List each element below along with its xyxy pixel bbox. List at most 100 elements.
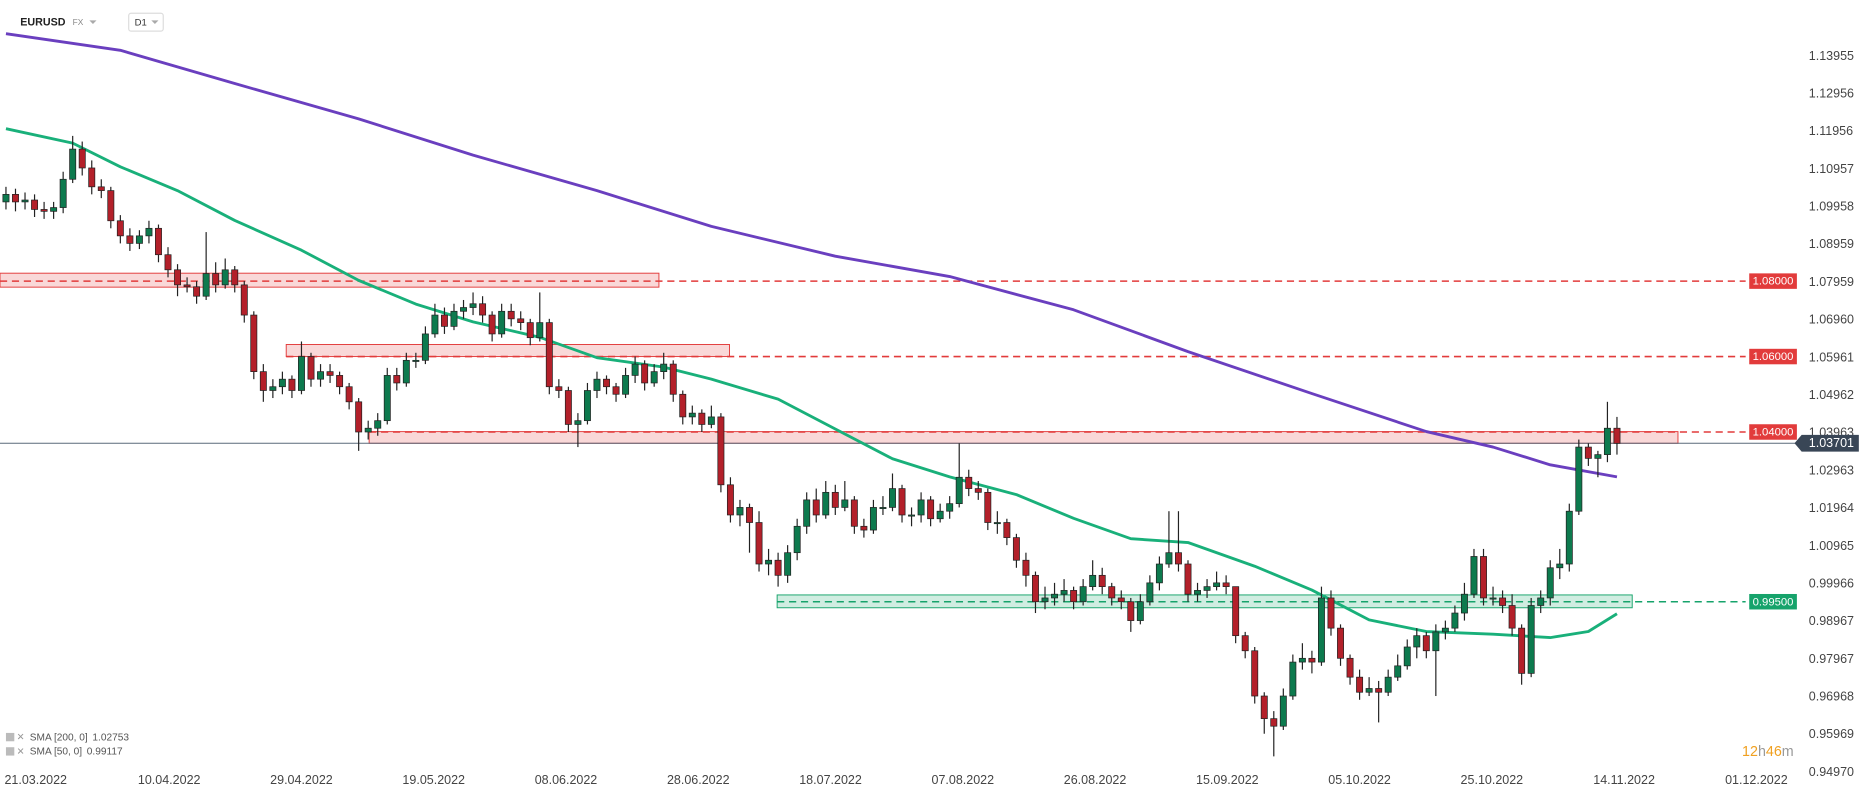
candle-body — [88, 167, 96, 188]
candle-body — [1460, 593, 1468, 614]
candle-body — [593, 378, 601, 391]
candle-body — [1089, 574, 1097, 587]
candle-body — [1537, 597, 1545, 606]
candle-body — [822, 491, 830, 516]
candle-body — [784, 552, 792, 576]
candle-body — [1565, 510, 1573, 565]
candle-body — [555, 386, 563, 391]
axes: 1.13955 1.12956 1.11956 1.10957 1.09958 1.089… — [4, 49, 1859, 787]
candle-body — [393, 375, 401, 384]
candle-body — [221, 269, 229, 286]
candle-body — [1451, 612, 1459, 629]
candle-body — [1003, 522, 1011, 538]
legend-name: SMA [200, 0] — [30, 732, 88, 743]
candle-body — [1146, 582, 1154, 603]
x-tick-label: 14.11.2022 — [1593, 773, 1655, 787]
countdown-part: h — [1758, 744, 1766, 760]
candle-body — [202, 273, 210, 297]
candle-body — [812, 499, 820, 516]
candle-body — [793, 525, 801, 554]
candle-body — [765, 559, 773, 565]
level-label: 0.99500 — [1753, 596, 1794, 608]
candle-body — [1260, 695, 1268, 720]
candle-body — [1203, 586, 1211, 591]
candle-body — [974, 488, 982, 493]
sma-line — [5, 127, 1618, 640]
x-tick-label: 25.10.2022 — [1461, 773, 1524, 787]
candle-body — [965, 476, 973, 489]
candle-body — [1365, 688, 1373, 693]
level-zone — [0, 272, 660, 288]
header: EURUSD FX D1 — [20, 12, 164, 32]
candle-body — [498, 310, 506, 335]
y-tick-label: 0.96968 — [1809, 690, 1854, 704]
candle-body — [1175, 552, 1182, 565]
x-tick-label: 28.06.2022 — [667, 773, 730, 787]
sma-lines — [5, 32, 1618, 640]
countdown: 12h46m — [1742, 744, 1794, 760]
level-label-box — [1749, 593, 1797, 610]
candle-body — [1108, 586, 1116, 599]
candle-body — [1222, 582, 1230, 587]
y-tick-label: 1.08959 — [1809, 237, 1854, 251]
candle-body — [355, 401, 363, 433]
candle-body — [1422, 635, 1430, 652]
candle-body — [1518, 627, 1526, 674]
legend-icon — [5, 732, 15, 742]
candle-body — [746, 507, 753, 523]
market-caret[interactable] — [89, 20, 97, 24]
candle-body — [1165, 552, 1173, 565]
candle-body — [1051, 593, 1058, 599]
candle-body — [240, 284, 248, 316]
market[interactable]: FX — [73, 17, 84, 27]
candle-body — [517, 318, 525, 323]
candle-body — [1213, 582, 1221, 587]
timeframe-box[interactable] — [128, 12, 164, 32]
candle-body — [460, 307, 467, 312]
candle-body — [1375, 688, 1383, 693]
level-label-box — [1749, 424, 1797, 440]
candle-body — [698, 412, 706, 425]
candle-body — [183, 284, 191, 288]
sma-line — [5, 32, 1618, 479]
candle-body — [831, 491, 839, 508]
countdown-part: 46 — [1766, 744, 1782, 760]
candle-body — [755, 522, 763, 565]
candle-body — [1346, 657, 1354, 678]
candle-body — [1251, 650, 1259, 697]
candle-body — [317, 371, 324, 380]
candle-body — [917, 499, 925, 516]
candle-body — [927, 499, 935, 520]
last-price-box — [1794, 434, 1859, 452]
legend-value: 0.99117 — [87, 747, 123, 758]
timeframe-caret[interactable] — [151, 20, 159, 24]
candle-body — [469, 303, 477, 308]
y-tick-label: 1.09958 — [1809, 200, 1854, 214]
candle-body — [841, 499, 849, 508]
candle-body — [707, 416, 715, 425]
candle-body — [726, 484, 734, 516]
candle-body — [660, 363, 668, 372]
x-tick-label: 19.05.2022 — [402, 773, 465, 787]
candle-body — [50, 207, 58, 212]
candle-body — [507, 310, 515, 320]
candle-body — [412, 359, 420, 362]
candle-body — [2, 194, 10, 203]
y-tick-label: 1.04962 — [1809, 388, 1854, 402]
x-tick-label: 08.06.2022 — [535, 773, 598, 787]
candle-body — [402, 359, 410, 384]
candle-body — [31, 199, 39, 210]
timeframe[interactable]: D1 — [135, 17, 147, 28]
x-tick-label: 07.08.2022 — [932, 773, 995, 787]
candle-body — [364, 427, 372, 433]
candle-body — [650, 371, 658, 384]
candle-body — [936, 510, 944, 520]
candle-body — [1546, 567, 1554, 599]
candle-body — [1603, 427, 1611, 455]
candle-body — [1270, 718, 1278, 727]
legend-close: ✕ — [17, 732, 25, 743]
x-tick-label: 29.04.2022 — [270, 773, 333, 787]
candle-body — [107, 190, 115, 222]
candle-body — [1594, 454, 1602, 459]
level-zone — [368, 431, 1679, 444]
